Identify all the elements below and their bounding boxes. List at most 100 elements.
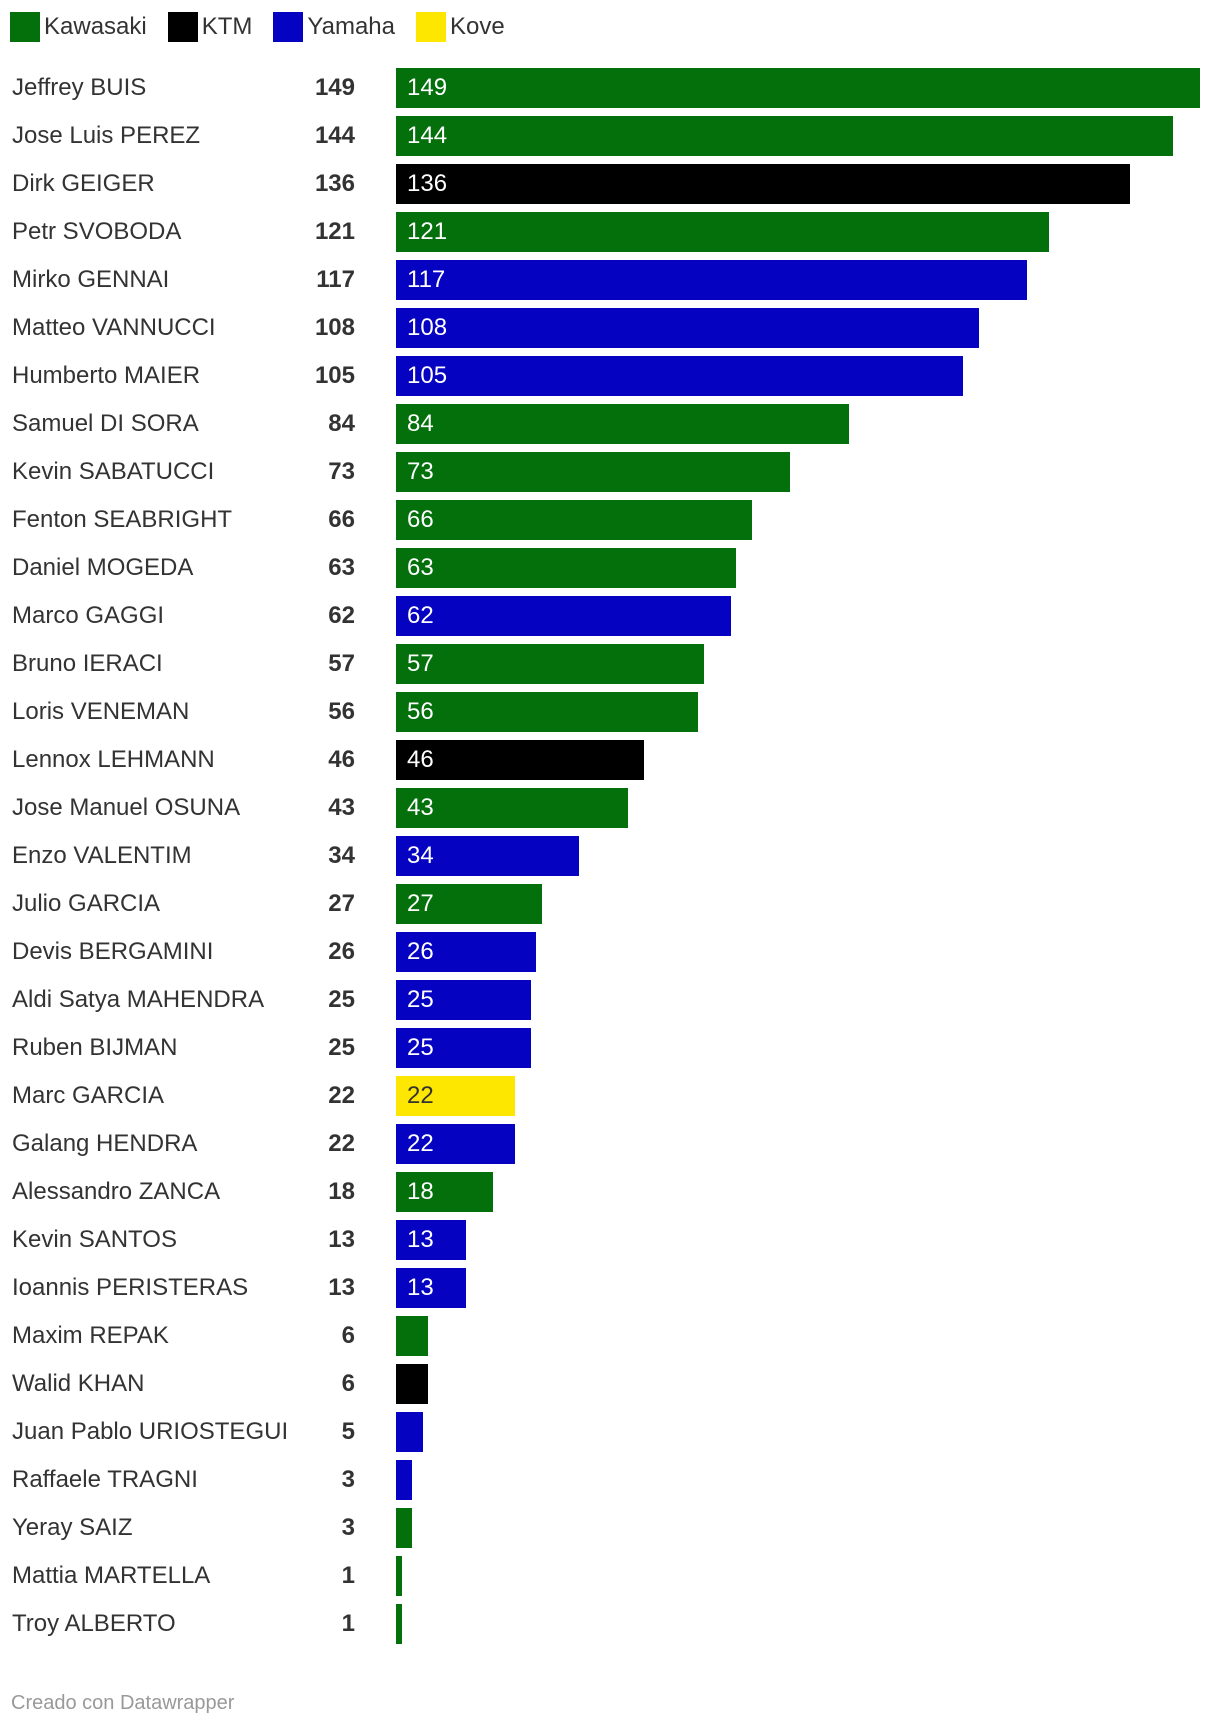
bar-value-label: 27 [407, 890, 434, 917]
rider-name: Raffaele TRAGNI [12, 1466, 198, 1493]
chart-row: Fenton SEABRIGHT 66 66 [0, 500, 1220, 548]
chart-row: Mattia MARTELLA 1 [0, 1556, 1220, 1604]
bar-value-label: 57 [407, 650, 434, 677]
chart-row: Ioannis PERISTERAS 13 13 [0, 1268, 1220, 1316]
bar [396, 1460, 412, 1500]
rider-name: Bruno IERACI [12, 650, 163, 677]
chart-row: Dirk GEIGER 136 136 [0, 164, 1220, 212]
bar: 34 [396, 836, 579, 876]
legend-label: Kawasaki [44, 13, 147, 40]
rider-name: Jose Manuel OSUNA [12, 794, 241, 821]
rider-name: Jose Luis PEREZ [12, 122, 201, 149]
chart-row: Matteo VANNUCCI 108 108 [0, 308, 1220, 356]
chart-row: Kevin SANTOS 13 13 [0, 1220, 1220, 1268]
chart-row: Jose Luis PEREZ 144 144 [0, 116, 1220, 164]
bar-value-label: 13 [407, 1274, 434, 1301]
chart-row: Marc GARCIA 22 22 [0, 1076, 1220, 1124]
legend-item: Yamaha [273, 12, 395, 42]
bar: 56 [396, 692, 698, 732]
bar-value-label: 121 [407, 218, 448, 245]
points-value: 6 [341, 1322, 355, 1349]
points-value: 26 [328, 938, 355, 965]
bar: 13 [396, 1268, 466, 1308]
bar-value-label: 25 [407, 1034, 434, 1061]
bar: 25 [396, 1028, 531, 1068]
legend-swatch [10, 12, 40, 42]
rider-name: Loris VENEMAN [12, 698, 190, 725]
chart-row: Troy ALBERTO 1 [0, 1604, 1220, 1652]
rider-name: Kevin SANTOS [12, 1226, 177, 1253]
bar: 149 [396, 68, 1200, 108]
bar [396, 1316, 428, 1356]
bar-value-label: 22 [407, 1130, 434, 1157]
points-value: 66 [328, 506, 355, 533]
bar-value-label: 136 [407, 170, 448, 197]
rider-name: Julio GARCIA [12, 890, 161, 917]
points-value: 43 [328, 794, 355, 821]
bar: 26 [396, 932, 536, 972]
points-value: 105 [314, 362, 355, 389]
chart-row: Lennox LEHMANN 46 46 [0, 740, 1220, 788]
points-value: 3 [341, 1466, 355, 1493]
chart-row: Galang HENDRA 22 22 [0, 1124, 1220, 1172]
points-value: 121 [314, 218, 355, 245]
legend-item: KTM [167, 12, 252, 42]
chart-row: Yeray SAIZ 3 [0, 1508, 1220, 1556]
rider-name: Troy ALBERTO [12, 1610, 176, 1637]
bar-value-label: 149 [407, 74, 448, 101]
rider-name: Mattia MARTELLA [12, 1562, 211, 1589]
points-value: 136 [314, 170, 355, 197]
bar: 22 [396, 1124, 515, 1164]
chart-legend: Kawasaki KTM Yamaha Kove [10, 12, 526, 42]
chart-row: Jeffrey BUIS 149 149 [0, 68, 1220, 116]
bar: 144 [396, 116, 1173, 156]
rider-name: Fenton SEABRIGHT [12, 506, 233, 533]
legend-item: Kove [416, 12, 505, 42]
chart-row: Humberto MAIER 105 105 [0, 356, 1220, 404]
points-value: 144 [314, 122, 355, 149]
points-value: 13 [328, 1274, 355, 1301]
bar-value-label: 13 [407, 1226, 434, 1253]
rider-name: Daniel MOGEDA [12, 554, 194, 581]
points-value: 34 [328, 842, 355, 869]
rider-name: Juan Pablo URIOSTEGUI [12, 1418, 289, 1445]
chart-row: Julio GARCIA 27 27 [0, 884, 1220, 932]
bar: 62 [396, 596, 731, 636]
points-value: 62 [328, 602, 355, 629]
bar [396, 1364, 428, 1404]
bar [396, 1556, 402, 1596]
bar-value-label: 66 [407, 506, 434, 533]
points-value: 6 [341, 1370, 355, 1397]
chart-row: Petr SVOBODA 121 121 [0, 212, 1220, 260]
points-value: 22 [328, 1130, 355, 1157]
rider-name: Maxim REPAK [12, 1322, 169, 1349]
chart-row: Jose Manuel OSUNA 43 43 [0, 788, 1220, 836]
rider-name: Kevin SABATUCCI [12, 458, 215, 485]
rider-name: Alessandro ZANCA [12, 1178, 221, 1205]
bar: 63 [396, 548, 736, 588]
datawrapper-credit: Creado con Datawrapper [11, 1692, 235, 1714]
points-value: 117 [316, 266, 355, 293]
bar [396, 1412, 423, 1452]
points-value: 108 [314, 314, 355, 341]
points-value: 1 [341, 1562, 355, 1589]
bar: 105 [396, 356, 963, 396]
rider-name: Dirk GEIGER [12, 170, 155, 197]
rider-name: Galang HENDRA [12, 1130, 198, 1157]
points-value: 3 [341, 1514, 355, 1541]
legend-label: Kove [450, 13, 505, 40]
rider-name: Devis BERGAMINI [12, 938, 214, 965]
bar-value-label: 144 [407, 122, 448, 149]
rider-name: Marc GARCIA [12, 1082, 165, 1109]
rider-name: Aldi Satya MAHENDRA [12, 986, 265, 1013]
bar-value-label: 34 [407, 842, 434, 869]
chart-row: Ruben BIJMAN 25 25 [0, 1028, 1220, 1076]
bar [396, 1604, 402, 1644]
points-value: 22 [328, 1082, 355, 1109]
points-value: 18 [328, 1178, 355, 1205]
points-value: 13 [328, 1226, 355, 1253]
rider-name: Humberto MAIER [12, 362, 201, 389]
chart-row: Juan Pablo URIOSTEGUI 5 [0, 1412, 1220, 1460]
chart-row: Marco GAGGI 62 62 [0, 596, 1220, 644]
bar: 66 [396, 500, 752, 540]
